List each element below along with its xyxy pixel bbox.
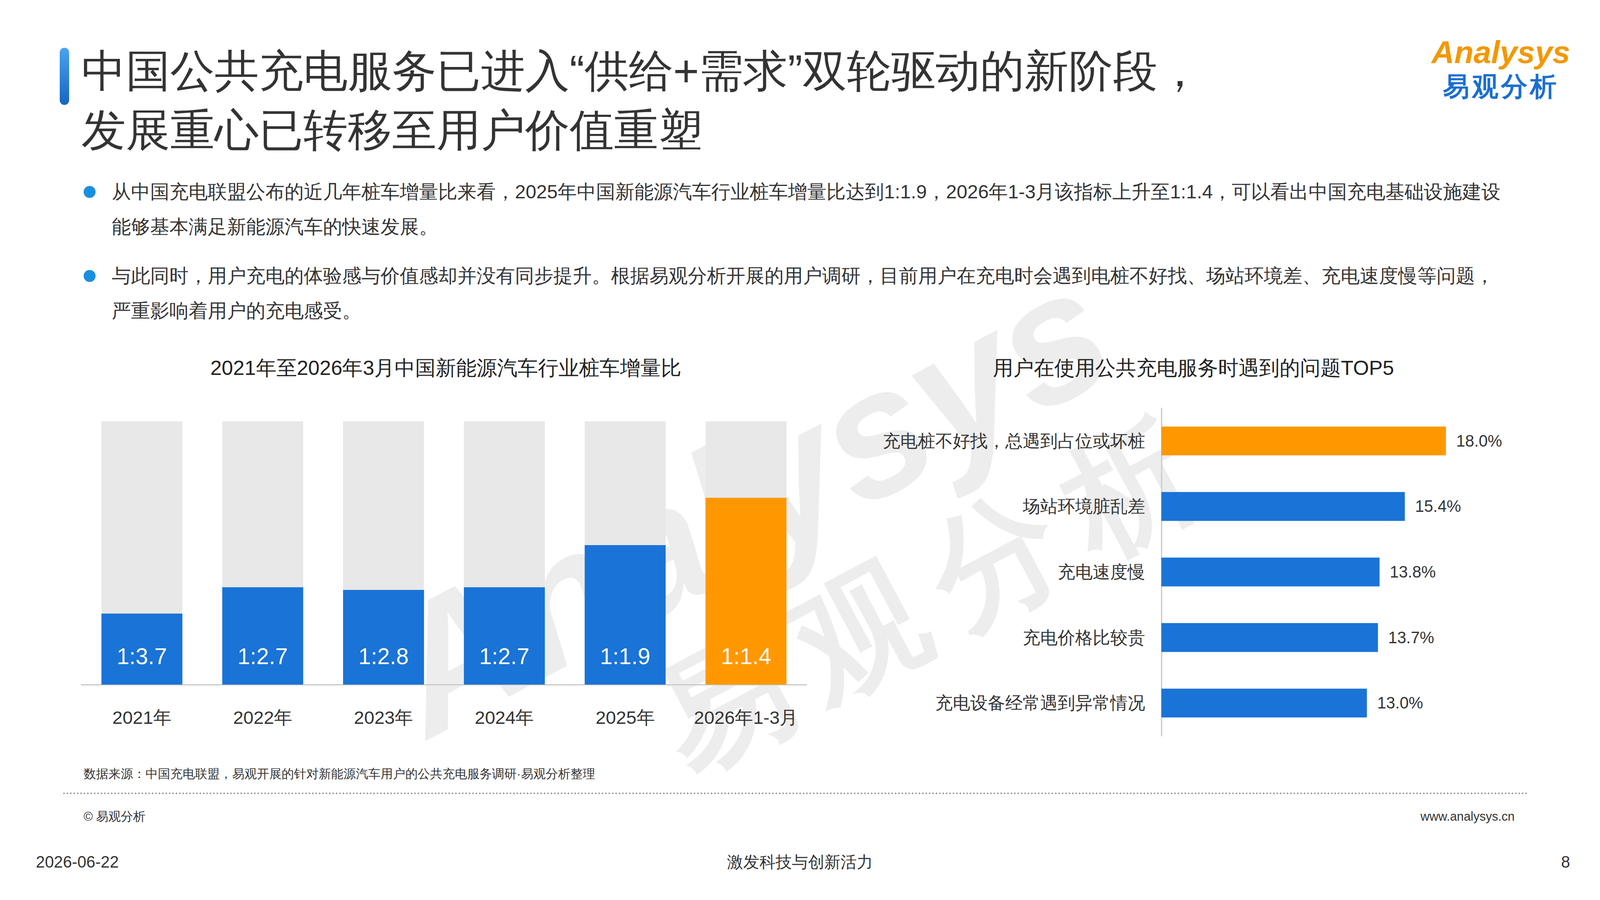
svg-text:1:1.4: 1:1.4 [720,643,771,670]
svg-text:1:2.8: 1:2.8 [358,643,409,670]
svg-text:2021年: 2021年 [112,707,172,728]
svg-text:1:1.9: 1:1.9 [599,643,651,670]
svg-text:13.8%: 13.8% [1389,563,1436,582]
svg-text:2024年: 2024年 [474,707,535,728]
svg-text:2022年: 2022年 [232,707,293,728]
svg-text:充电桩不好找，总遇到占位或坏桩: 充电桩不好找，总遇到占位或坏桩 [882,431,1146,451]
svg-text:15.4%: 15.4% [1415,497,1462,516]
svg-text:2021年至2026年3月中国新能源汽车行业桩车增量比: 2021年至2026年3月中国新能源汽车行业桩车增量比 [210,356,682,380]
svg-text:用户在使用公共充电服务时遇到的问题TOP5: 用户在使用公共充电服务时遇到的问题TOP5 [992,356,1395,380]
svg-text:13.7%: 13.7% [1388,628,1435,647]
svg-text:充电设备经常遇到异常情况: 充电设备经常遇到异常情况 [935,693,1146,713]
svg-text:18.0%: 18.0% [1456,432,1503,451]
svg-text:充电价格比较贵: 充电价格比较贵 [1022,628,1146,648]
svg-text:2026年1-3月: 2026年1-3月 [694,707,799,728]
svg-text:2025年: 2025年 [595,707,655,728]
svg-text:1:2.7: 1:2.7 [237,643,288,670]
svg-text:场站环境脏乱差: 场站环境脏乱差 [1022,496,1146,517]
svg-text:充电速度慢: 充电速度慢 [1057,562,1146,582]
svg-text:13.0%: 13.0% [1377,694,1424,713]
svg-text:1:3.7: 1:3.7 [116,643,168,670]
svg-text:1:2.7: 1:2.7 [479,643,530,670]
svg-text:2023年: 2023年 [354,707,414,728]
